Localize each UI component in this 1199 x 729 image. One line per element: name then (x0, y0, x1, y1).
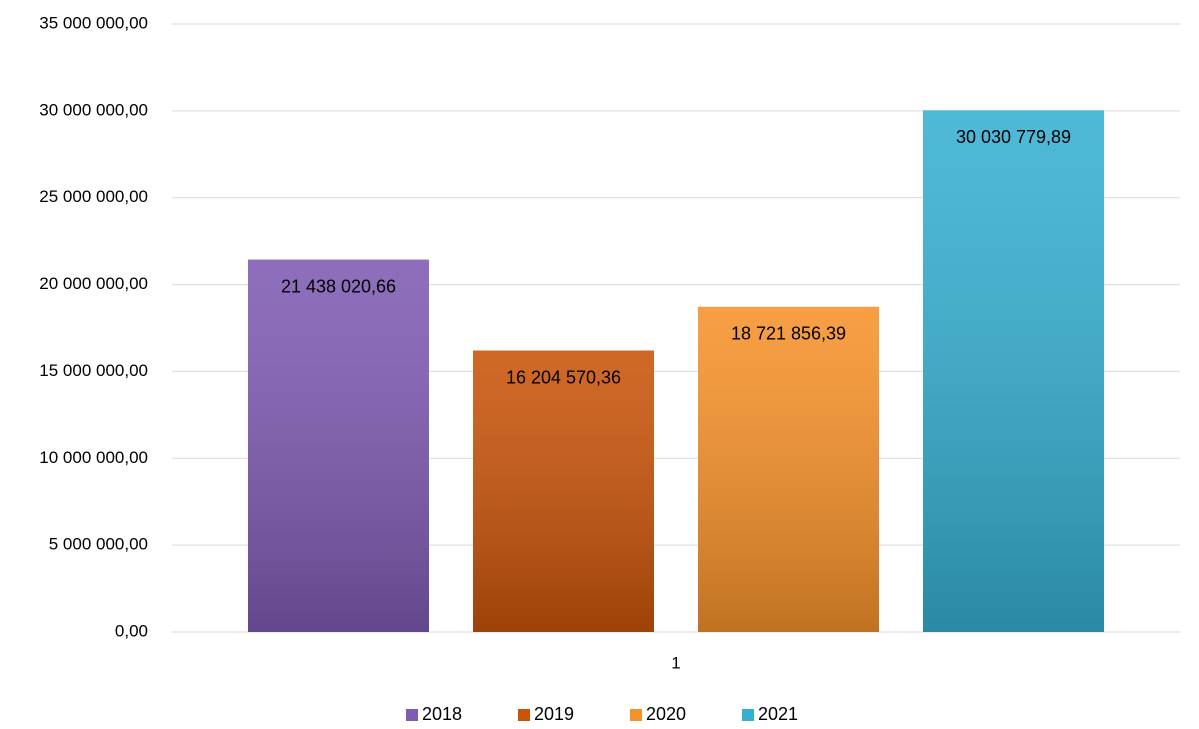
y-tick-label: 20 000 000,00 (39, 274, 148, 293)
legend-swatch (742, 709, 754, 721)
legend-swatch (630, 709, 642, 721)
bar-shade (248, 259, 429, 632)
bar-shade (698, 306, 879, 632)
data-label: 21 438 020,66 (281, 276, 396, 296)
data-label: 18 721 856,39 (731, 324, 846, 344)
y-tick-label: 0,00 (115, 621, 148, 640)
y-tick-label: 15 000 000,00 (39, 361, 148, 380)
bar-shade (923, 110, 1104, 632)
y-tick-label: 10 000 000,00 (39, 448, 148, 467)
y-tick-label: 25 000 000,00 (39, 187, 148, 206)
data-label: 16 204 570,36 (506, 367, 621, 387)
legend-swatch (518, 709, 530, 721)
legend-label: 2020 (646, 704, 686, 724)
legend-label: 2019 (534, 704, 574, 724)
legend-label: 2021 (758, 704, 798, 724)
y-tick-label: 35 000 000,00 (39, 13, 148, 32)
y-tick-label: 5 000 000,00 (49, 535, 148, 554)
data-label: 30 030 779,89 (956, 127, 1071, 147)
legend-label: 2018 (422, 704, 462, 724)
legend-swatch (406, 709, 418, 721)
bar-shade (473, 350, 654, 632)
x-tick-label: 1 (671, 653, 680, 672)
y-tick-label: 30 000 000,00 (39, 100, 148, 119)
